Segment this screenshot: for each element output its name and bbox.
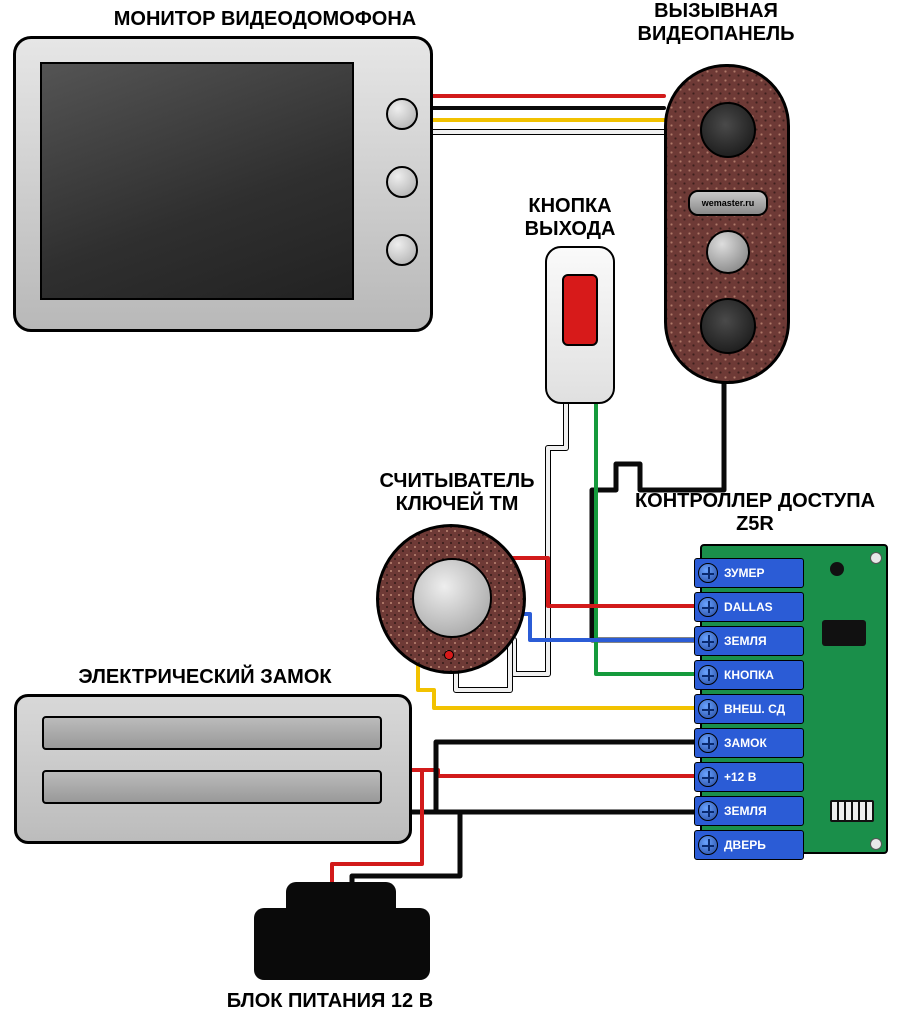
screw-icon (698, 563, 718, 583)
terminal-label: ДВЕРЬ (724, 838, 766, 852)
wire-black (436, 742, 700, 812)
controller-mount-hole (870, 552, 882, 564)
label-reader: СЧИТЫВАТЕЛЬ КЛЮЧЕЙ ТМ (362, 470, 552, 516)
callpanel-camera (700, 102, 756, 158)
label-lock: ЭЛЕКТРИЧЕСКИЙ ЗАМОК (55, 666, 355, 689)
lock-slot-1 (42, 716, 382, 750)
label-psu: БЛОК ПИТАНИЯ 12 В (220, 990, 440, 1013)
screw-icon (698, 631, 718, 651)
callpanel-speaker (700, 298, 756, 354)
screw-icon (698, 597, 718, 617)
terminal-label: ЗАМОК (724, 736, 767, 750)
monitor-button-2 (386, 166, 418, 198)
controller-chip (822, 620, 866, 646)
screw-icon (698, 665, 718, 685)
terminal-label: ЗЕМЛЯ (724, 804, 767, 818)
key-reader-led (444, 650, 454, 660)
controller-mount-hole (870, 838, 882, 850)
terminal-lock: ЗАМОК (694, 728, 804, 758)
monitor-button-3 (386, 234, 418, 266)
terminal-extled: ВНЕШ. СД (694, 694, 804, 724)
terminal-plus12: +12 В (694, 762, 804, 792)
screw-icon (698, 767, 718, 787)
wire-green (596, 404, 700, 674)
monitor-button-1 (386, 98, 418, 130)
lock-slot-2 (42, 770, 382, 804)
terminal-label: ЗУМЕР (724, 566, 765, 580)
terminal-label: ВНЕШ. СД (724, 702, 785, 716)
terminal-label: ЗЕМЛЯ (724, 634, 767, 648)
label-controller: КОНТРОЛЛЕР ДОСТУПА Z5R (625, 490, 885, 536)
label-monitor: МОНИТОР ВИДЕОДОМОФОНА (105, 8, 425, 31)
callpanel-brand: wemaster.ru (702, 198, 755, 208)
terminal-label: +12 В (724, 770, 756, 784)
wire-red (412, 770, 700, 776)
controller-dip (830, 800, 874, 822)
screw-icon (698, 835, 718, 855)
label-callpanel: ВЫЗЫВНАЯ ВИДЕОПАНЕЛЬ (606, 0, 826, 46)
terminal-ground2: ЗЕМЛЯ (694, 796, 804, 826)
psu-body (254, 908, 430, 980)
terminal-buzzer: ЗУМЕР (694, 558, 804, 588)
terminal-dallas: DALLAS (694, 592, 804, 622)
terminal-label: КНОПКА (724, 668, 774, 682)
screw-icon (698, 801, 718, 821)
wire-white (514, 404, 566, 674)
label-exitbtn: КНОПКА ВЫХОДА (500, 195, 640, 241)
key-reader-inner (412, 558, 492, 638)
terminal-door: ДВЕРЬ (694, 830, 804, 860)
screw-icon (698, 699, 718, 719)
callpanel-plate: wemaster.ru (688, 190, 768, 216)
monitor-screen (40, 62, 354, 300)
callpanel-button (706, 230, 750, 274)
screw-icon (698, 733, 718, 753)
terminal-label: DALLAS (724, 600, 773, 614)
controller-buzzer (830, 562, 844, 576)
wire-blue (494, 614, 700, 640)
terminal-button: КНОПКА (694, 660, 804, 690)
exit-button-press (562, 274, 598, 346)
terminal-ground1: ЗЕМЛЯ (694, 626, 804, 656)
